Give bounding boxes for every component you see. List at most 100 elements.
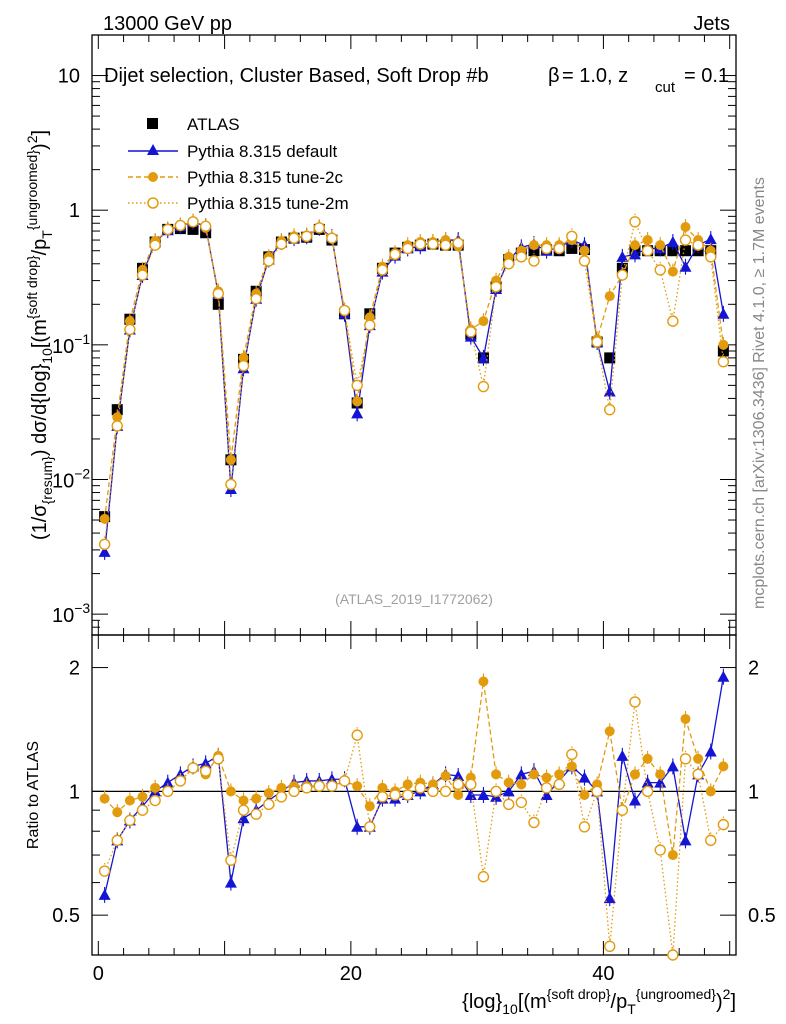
point-pythia-8-315-tune-2m xyxy=(641,785,654,798)
point-pythia-8-315-tune-2m xyxy=(679,753,692,765)
point-pythia-8-315-default xyxy=(704,233,717,245)
legend-default-marker xyxy=(147,144,159,155)
point-pythia-8-315-tune-2m xyxy=(199,765,212,777)
series-line-pythia-8-315-default xyxy=(103,221,725,552)
point-pythia-8-315-tune-2c xyxy=(667,850,678,861)
point-atlas xyxy=(717,345,729,357)
point-pythia-8-315-default xyxy=(161,776,174,788)
point-pythia-8-315-tune-2m xyxy=(187,762,199,774)
point-pythia-8-315-tune-2m xyxy=(705,834,717,847)
point-pythia-8-315-tune-2m xyxy=(477,871,490,883)
point-pythia-8-315-tune-2m xyxy=(338,304,351,317)
point-pythia-8-315-tune-2m xyxy=(490,785,502,798)
main-axes: 10 1 10−3 10−2 10−1 xyxy=(52,34,736,636)
point-pythia-8-315-tune-2m xyxy=(149,794,161,807)
y-tick-label: 10−1 xyxy=(52,331,90,358)
point-pythia-8-315-tune-2c xyxy=(99,793,110,804)
ratio-axes: 0 20 40 0.5 0.5 1 1 2 2 xyxy=(52,635,776,985)
point-pythia-8-315-tune-2m xyxy=(351,379,363,392)
point-pythia-8-315-tune-2m xyxy=(515,796,528,809)
ratio-y-axis-label: Ratio to ATLAS xyxy=(25,741,42,849)
point-pythia-8-315-tune-2m xyxy=(427,785,439,798)
point-pythia-8-315-tune-2m xyxy=(225,854,237,866)
point-pythia-8-315-tune-2m xyxy=(629,216,641,228)
point-pythia-8-315-tune-2m xyxy=(629,696,641,708)
point-pythia-8-315-tune-2m xyxy=(439,239,452,251)
point-pythia-8-315-tune-2c xyxy=(528,240,539,251)
point-pythia-8-315-tune-2m xyxy=(111,420,123,432)
point-pythia-8-315-tune-2m xyxy=(376,791,389,803)
point-pythia-8-315-tune-2m xyxy=(692,768,704,781)
point-pythia-8-315-tune-2m xyxy=(250,293,262,305)
point-pythia-8-315-default xyxy=(628,794,641,806)
point-pythia-8-315-tune-2c xyxy=(478,676,489,687)
point-pythia-8-315-tune-2c xyxy=(642,753,653,764)
point-pythia-8-315-tune-2m xyxy=(578,255,591,267)
point-pythia-8-315-tune-2c xyxy=(364,801,375,812)
point-pythia-8-315-tune-2c xyxy=(528,769,539,780)
point-pythia-8-315-default xyxy=(679,834,692,846)
point-pythia-8-315-tune-2c xyxy=(276,782,287,793)
point-pythia-8-315-default xyxy=(515,768,528,780)
point-pythia-8-315-tune-2m xyxy=(288,785,300,798)
point-pythia-8-315-tune-2c xyxy=(112,412,123,423)
point-pythia-8-315-tune-2c xyxy=(655,240,666,251)
x-tick-label: 20 xyxy=(340,963,362,985)
point-pythia-8-315-default xyxy=(616,250,629,262)
point-atlas xyxy=(667,245,679,257)
point-pythia-8-315-tune-2m xyxy=(439,785,452,798)
point-pythia-8-315-tune-2m xyxy=(300,230,313,242)
point-pythia-8-315-tune-2c xyxy=(251,793,262,804)
point-pythia-8-315-tune-2m xyxy=(250,808,262,820)
point-pythia-8-315-tune-2m xyxy=(98,538,111,551)
y-tick-label: 1 xyxy=(69,200,80,222)
point-pythia-8-315-default xyxy=(98,888,111,900)
point-pythia-8-315-tune-2m xyxy=(566,748,578,761)
point-pythia-8-315-default xyxy=(199,757,212,769)
point-pythia-8-315-tune-2m xyxy=(326,780,338,792)
point-pythia-8-315-tune-2m xyxy=(174,219,187,232)
point-pythia-8-315-tune-2c xyxy=(516,779,527,790)
process-label: Jets xyxy=(693,13,730,35)
point-pythia-8-315-tune-2m xyxy=(401,242,414,255)
point-atlas xyxy=(212,298,224,310)
analysis-watermark: (ATLAS_2019_I1772062) xyxy=(335,591,493,607)
point-pythia-8-315-default xyxy=(351,820,364,832)
ratio-y-tick-label: 1 xyxy=(69,781,80,803)
point-pythia-8-315-tune-2m xyxy=(136,269,149,281)
point-pythia-8-315-default xyxy=(98,545,111,557)
point-pythia-8-315-tune-2m xyxy=(414,782,427,794)
point-pythia-8-315-default xyxy=(654,776,667,788)
point-pythia-8-315-tune-2m xyxy=(465,778,477,791)
point-pythia-8-315-default xyxy=(578,771,591,783)
point-pythia-8-315-default xyxy=(464,788,477,800)
point-pythia-8-315-tune-2c xyxy=(604,726,615,737)
point-pythia-8-315-tune-2c xyxy=(680,222,691,233)
point-pythia-8-315-tune-2m xyxy=(477,380,490,393)
point-pythia-8-315-tune-2c xyxy=(491,769,502,780)
point-pythia-8-315-tune-2m xyxy=(187,216,199,228)
point-pythia-8-315-tune-2m xyxy=(149,239,161,251)
point-pythia-8-315-tune-2m xyxy=(591,336,603,348)
point-pythia-8-315-tune-2c xyxy=(579,789,590,800)
point-pythia-8-315-tune-2m xyxy=(591,785,603,798)
x-tick-label: 0 xyxy=(93,963,104,985)
point-pythia-8-315-default xyxy=(452,769,465,781)
point-pythia-8-315-tune-2c xyxy=(554,769,565,780)
point-pythia-8-315-tune-2m xyxy=(717,355,730,368)
point-pythia-8-315-default xyxy=(540,788,553,800)
point-pythia-8-315-tune-2m xyxy=(452,237,464,249)
point-pythia-8-315-tune-2m xyxy=(604,940,616,952)
point-pythia-8-315-tune-2m xyxy=(389,248,401,261)
point-pythia-8-315-default xyxy=(704,745,717,757)
point-pythia-8-315-tune-2m xyxy=(326,232,338,244)
point-pythia-8-315-tune-2m xyxy=(225,478,237,491)
ratio-data-marks xyxy=(98,668,730,961)
point-pythia-8-315-tune-2c xyxy=(225,454,236,465)
point-pythia-8-315-default xyxy=(717,670,730,682)
point-pythia-8-315-tune-2m xyxy=(288,232,300,244)
point-pythia-8-315-tune-2m xyxy=(212,753,224,765)
point-pythia-8-315-default xyxy=(224,876,237,888)
point-pythia-8-315-default xyxy=(641,776,654,788)
point-pythia-8-315-default xyxy=(616,749,629,761)
